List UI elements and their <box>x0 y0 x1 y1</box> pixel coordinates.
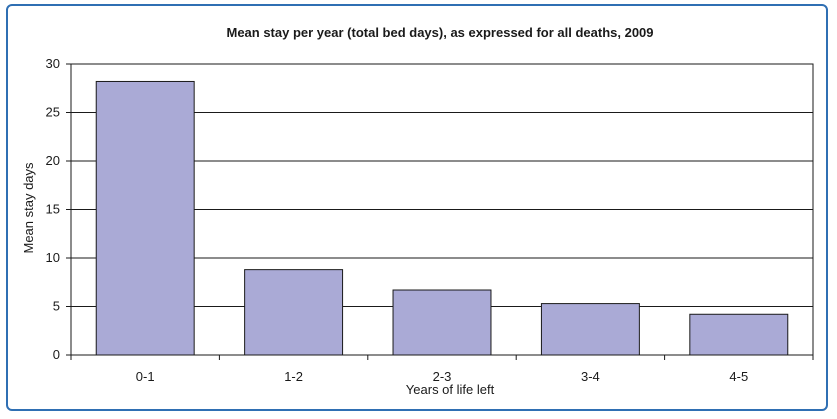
y-tick-label: 25 <box>46 105 60 120</box>
bar-0-1 <box>95 80 195 356</box>
x-axis-label: Years of life left <box>406 382 495 397</box>
bar-3-4 <box>540 303 640 356</box>
x-tick-label: 2-3 <box>433 369 452 384</box>
x-tick-label: 1-2 <box>284 369 303 384</box>
y-tick-label: 20 <box>46 153 60 168</box>
x-tick-label: 3-4 <box>581 369 600 384</box>
y-tick-label: 15 <box>46 202 60 217</box>
x-axis-ticks: 0-1 1-2 2-3 3-4 4-5 <box>70 355 814 384</box>
y-tick-label: 30 <box>46 56 60 71</box>
x-tick-label: 0-1 <box>136 369 155 384</box>
bar-1-2 <box>244 269 344 356</box>
y-axis-ticks: 0 5 10 15 20 25 30 <box>46 56 71 362</box>
bar-2-3 <box>392 289 492 356</box>
y-axis-label: Mean stay days <box>21 162 36 254</box>
bar-4-5 <box>689 313 789 356</box>
bars <box>95 80 789 356</box>
y-tick-label: 10 <box>46 250 60 265</box>
y-tick-label: 5 <box>53 299 60 314</box>
x-tick-label: 4-5 <box>729 369 748 384</box>
y-tick-label: 0 <box>53 347 60 362</box>
chart-title: Mean stay per year (total bed days), as … <box>226 25 653 40</box>
